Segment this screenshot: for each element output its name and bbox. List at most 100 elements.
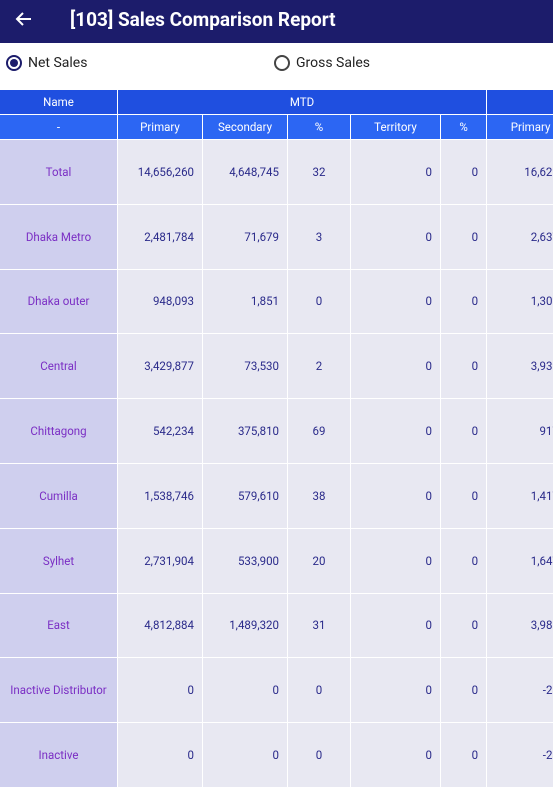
cell-value: 0 xyxy=(351,723,440,787)
cell-value: 0 xyxy=(351,463,440,528)
cell-value: 0 xyxy=(288,269,350,334)
cell-value: 32 xyxy=(288,140,350,204)
cell-value: 0 xyxy=(441,334,487,399)
cell-value: 0 xyxy=(441,593,487,658)
cell-value: 0 xyxy=(441,269,487,334)
app-bar: [103] Sales Comparison Report xyxy=(0,0,553,43)
cell-value: 533,900 xyxy=(203,528,287,593)
column-header: % xyxy=(441,115,487,139)
cell-value: 1,538,746 xyxy=(118,463,202,528)
cell-value: 917,10 xyxy=(487,399,553,463)
cell-value: 0 xyxy=(351,593,440,658)
page-title: [103] Sales Comparison Report xyxy=(70,8,336,31)
cell-value: 38 xyxy=(288,463,350,528)
column-header: % xyxy=(288,115,350,139)
report-table-container: Name MTD - Primary Secondary% Territory% Prima… xyxy=(0,90,553,789)
cell-value: 1,489,320 xyxy=(203,593,287,658)
cell-value: 1,302,25 xyxy=(487,269,553,334)
cell-value: 0 xyxy=(288,658,350,723)
group-header: Name xyxy=(0,90,117,114)
cell-value: 375,810 xyxy=(203,399,287,463)
cell-value: 2,637,12 xyxy=(487,204,553,269)
group-header xyxy=(487,90,553,114)
cell-value: 3,981,58 xyxy=(487,593,553,658)
cell-value: 2 xyxy=(288,334,350,399)
column-header: Primary xyxy=(118,115,202,139)
cell-value: 14,656,260 xyxy=(118,140,202,204)
cell-value: 0 xyxy=(118,723,202,787)
cell-value: 0 xyxy=(203,723,287,787)
row-name: Cumilla xyxy=(0,463,117,528)
cell-value: 3 xyxy=(288,204,350,269)
row-name: Central xyxy=(0,334,117,399)
cell-value: 1,647,10 xyxy=(487,528,553,593)
row-name: Total xyxy=(0,140,117,204)
row-name: Sylhet xyxy=(0,528,117,593)
cell-value: 0 xyxy=(441,204,487,269)
cell-value: 0 xyxy=(118,658,202,723)
radio-label: Gross Sales xyxy=(296,55,371,71)
report-table: Name MTD - Primary Secondary% Territory% Prima… xyxy=(0,90,553,788)
cell-value: 0 xyxy=(351,658,440,723)
cell-value: 2,731,904 xyxy=(118,528,202,593)
radio-option[interactable]: Gross Sales xyxy=(274,55,370,71)
cell-value: 31 xyxy=(288,593,350,658)
cell-value: 948,093 xyxy=(118,269,202,334)
column-header: - xyxy=(0,115,117,139)
cell-value: 3,939,38 xyxy=(487,334,553,399)
cell-value: 0 xyxy=(441,463,487,528)
cell-value: 1,851 xyxy=(203,269,287,334)
cell-value: 0 xyxy=(351,140,440,204)
row-name: Chittagong xyxy=(0,399,117,463)
cell-value: 0 xyxy=(351,399,440,463)
cell-value: 579,610 xyxy=(203,463,287,528)
cell-value: 0 xyxy=(203,658,287,723)
cell-value: 0 xyxy=(441,399,487,463)
row-name: East xyxy=(0,593,117,658)
cell-value: 0 xyxy=(441,723,487,787)
cell-value: 1,417,38 xyxy=(487,463,553,528)
row-name: Inactive Distributor xyxy=(0,658,117,723)
cell-value: 2,481,784 xyxy=(118,204,202,269)
column-header: Secondary xyxy=(203,115,287,139)
cell-value: 73,530 xyxy=(203,334,287,399)
column-header-row: - Primary Secondary% Territory% Primary xyxy=(0,115,553,139)
cell-value: 0 xyxy=(441,528,487,593)
cell-value: 3,429,877 xyxy=(118,334,202,399)
cell-value: 0 xyxy=(441,658,487,723)
header-group-row: Name MTD xyxy=(0,90,553,114)
cell-value: 0 xyxy=(351,528,440,593)
radio-option[interactable]: Net Sales xyxy=(6,55,87,71)
group-header: MTD xyxy=(118,90,487,114)
cell-value: 4,812,884 xyxy=(118,593,202,658)
cell-value: 0 xyxy=(351,269,440,334)
row-name: Dhaka outer xyxy=(0,269,117,334)
radio-button[interactable] xyxy=(6,55,22,71)
radio-label: Net Sales xyxy=(28,55,88,71)
row-name: Inactive xyxy=(0,723,117,787)
cell-value: -23,88 xyxy=(487,658,553,723)
cell-value: 542,234 xyxy=(118,399,202,463)
back-button[interactable] xyxy=(14,9,34,29)
radio-button[interactable] xyxy=(274,55,290,71)
cell-value: 0 xyxy=(288,723,350,787)
cell-value: 20 xyxy=(288,528,350,593)
cell-value: 16,622,90 xyxy=(487,140,553,204)
sales-type-options: Net Sales Gross Sales xyxy=(0,43,553,90)
cell-value: -23,88 xyxy=(487,723,553,787)
cell-value: 0 xyxy=(351,334,440,399)
column-header: Territory xyxy=(351,115,440,139)
column-header: Primary xyxy=(487,115,553,139)
row-name: Dhaka Metro xyxy=(0,204,117,269)
cell-value: 71,679 xyxy=(203,204,287,269)
